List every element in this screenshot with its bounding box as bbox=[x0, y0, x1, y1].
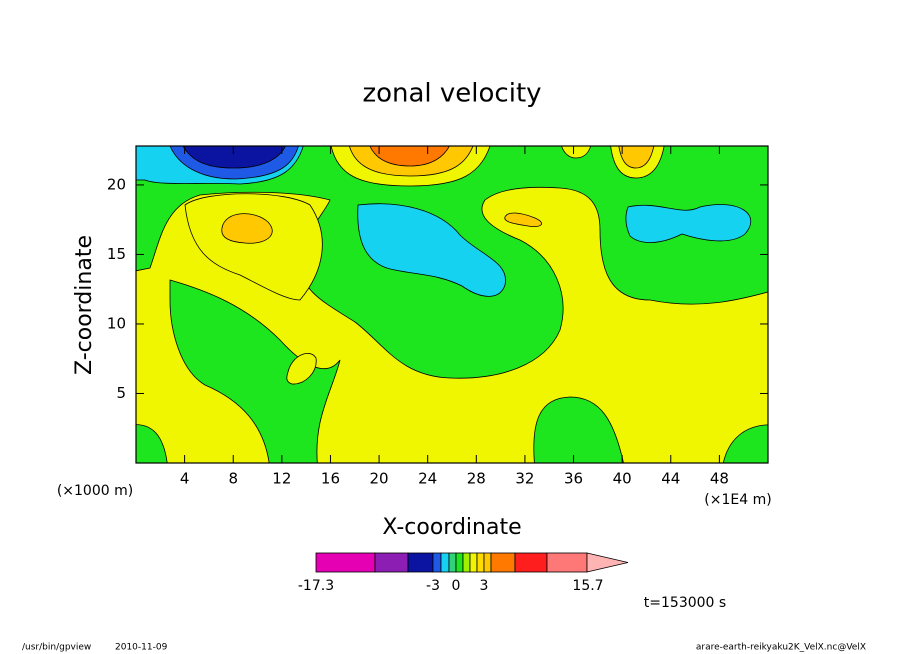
colorbar-swatch bbox=[546, 552, 588, 573]
contour-region bbox=[136, 424, 168, 463]
x-tick-label: 44 bbox=[661, 470, 680, 488]
colorbar-swatch bbox=[374, 552, 409, 573]
contour-region bbox=[169, 279, 341, 463]
contour-region bbox=[182, 146, 287, 169]
colorbar-swatch bbox=[407, 552, 434, 573]
x-tick-label: 32 bbox=[515, 470, 534, 488]
contour-region bbox=[722, 424, 768, 463]
colorbar-tick-label: 0 bbox=[452, 578, 461, 594]
chart-title: zonal velocity bbox=[362, 79, 541, 109]
contour-region bbox=[286, 353, 317, 385]
contour-region bbox=[561, 146, 592, 159]
x-tick-label: 24 bbox=[418, 470, 437, 488]
contour-region bbox=[369, 146, 450, 167]
contour-region bbox=[533, 396, 624, 463]
footer-program: /usr/bin/gpview bbox=[22, 643, 91, 653]
x-tick-label: 16 bbox=[321, 470, 340, 488]
y-tick-label: 15 bbox=[107, 245, 126, 263]
footer-date: 2010-11-09 bbox=[115, 643, 168, 653]
colorbar-swatch bbox=[469, 552, 478, 573]
x-unit-label: (×1E4 m) bbox=[704, 492, 771, 508]
colorbar-extension bbox=[586, 552, 629, 573]
y-tick-label: 20 bbox=[107, 175, 126, 193]
plot-frame bbox=[135, 145, 769, 464]
contour-region bbox=[504, 212, 543, 227]
x-tick-label: 12 bbox=[272, 470, 291, 488]
colorbar-tick-label: -17.3 bbox=[298, 578, 334, 594]
contour-region bbox=[221, 213, 273, 244]
contour-field bbox=[136, 146, 768, 463]
colorbar-swatch bbox=[315, 552, 376, 573]
colorbar-swatch bbox=[455, 552, 464, 573]
colorbar-tick-label: -3 bbox=[426, 578, 440, 594]
colorbar-swatch bbox=[514, 552, 548, 573]
colorbar-swatch bbox=[432, 552, 442, 573]
x-tick-label: 28 bbox=[467, 470, 486, 488]
x-tick-label: 48 bbox=[710, 470, 729, 488]
colorbar-tick-label: 3 bbox=[480, 578, 489, 594]
contour-region bbox=[357, 203, 506, 297]
colorbar-swatch bbox=[483, 552, 492, 573]
y-tick-label: 5 bbox=[116, 384, 126, 402]
x-tick-label: 8 bbox=[228, 470, 238, 488]
colorbar-swatch bbox=[476, 552, 485, 573]
colorbar-swatch bbox=[462, 552, 471, 573]
x-tick-label: 4 bbox=[180, 470, 190, 488]
y-unit-label: (×1000 m) bbox=[57, 483, 133, 499]
contour-region bbox=[625, 204, 752, 243]
y-tick-label: 10 bbox=[107, 314, 126, 332]
y-axis-label: Z-coordinate bbox=[72, 235, 97, 375]
x-tick-label: 20 bbox=[370, 470, 389, 488]
colorbar-swatch bbox=[440, 552, 450, 573]
footer-file: arare-earth-reikyaku2K_VelX.nc@VelX bbox=[696, 643, 866, 653]
x-tick-label: 40 bbox=[613, 470, 632, 488]
x-tick-label: 36 bbox=[564, 470, 583, 488]
colorbar-swatch bbox=[448, 552, 457, 573]
time-label: t=153000 s bbox=[644, 595, 726, 611]
colorbar-tick-label: 15.7 bbox=[572, 578, 603, 594]
x-axis-label: X-coordinate bbox=[382, 515, 521, 540]
contour-region bbox=[618, 146, 655, 169]
contour-region bbox=[184, 193, 323, 301]
colorbar-swatch bbox=[490, 552, 516, 573]
